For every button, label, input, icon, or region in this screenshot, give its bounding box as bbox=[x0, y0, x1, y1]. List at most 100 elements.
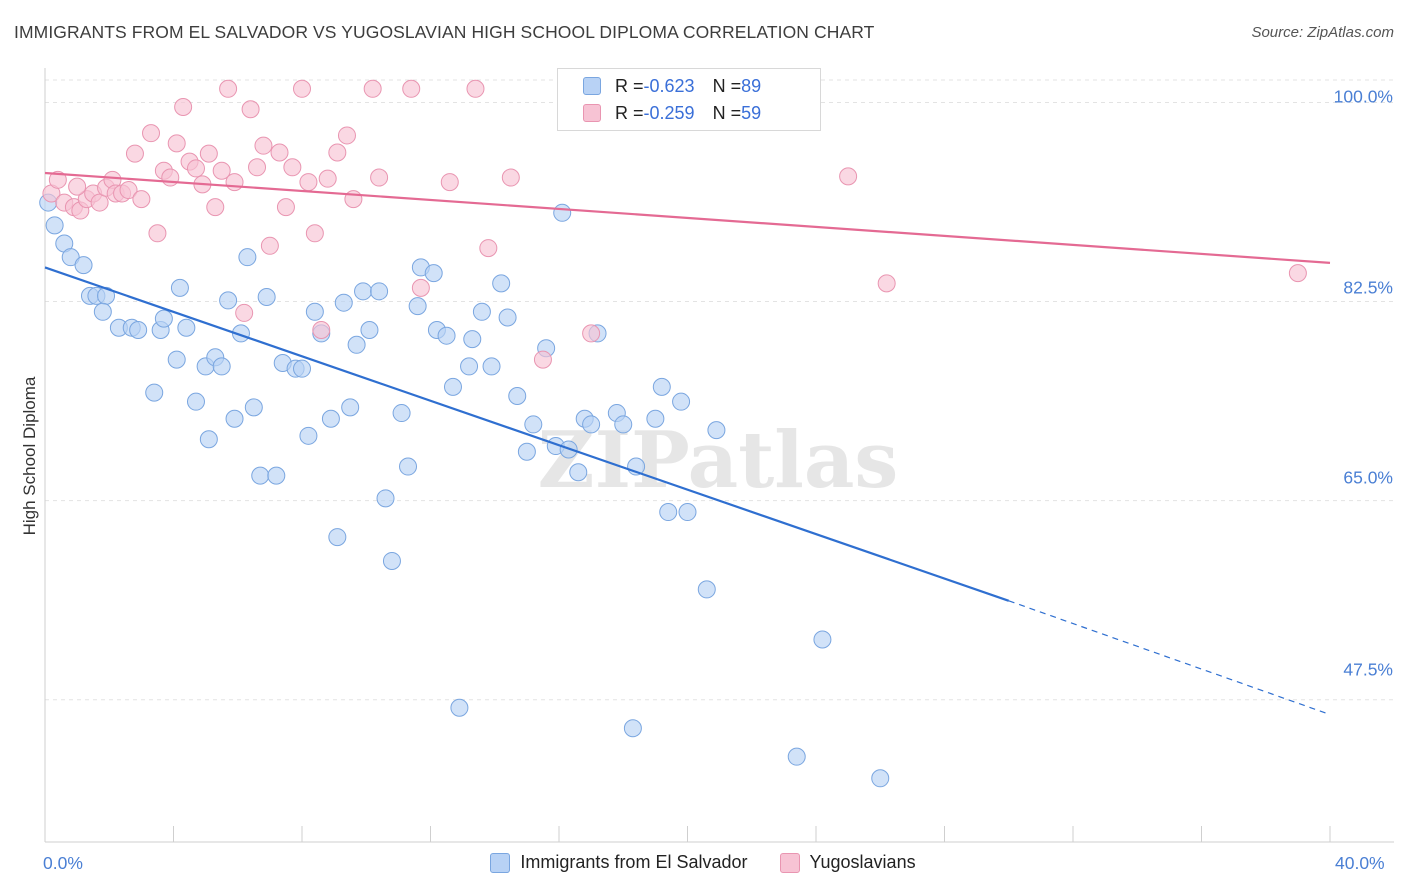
yugoslavian-point bbox=[254, 136, 273, 155]
chart-title: IMMIGRANTS FROM EL SALVADOR VS YUGOSLAVI… bbox=[14, 22, 875, 42]
legend-item-label: Immigrants from El Salvador bbox=[520, 852, 748, 872]
yugoslavian-point bbox=[142, 124, 161, 143]
el-salvador-point bbox=[408, 297, 427, 316]
yugoslavian-point bbox=[125, 144, 144, 163]
el-salvador-point bbox=[813, 630, 832, 649]
el-salvador-point bbox=[678, 503, 697, 522]
el-salvador-point bbox=[238, 248, 257, 267]
yugoslavian-point bbox=[161, 168, 180, 187]
yugoslavian-point bbox=[411, 278, 430, 297]
y-tick-label-47-5: 47.5% bbox=[1343, 659, 1393, 680]
el-salvador-point bbox=[341, 398, 360, 417]
y-tick-label-100: 100.0% bbox=[1333, 86, 1393, 107]
legend-item-yugoslavians[interactable]: Yugoslavians bbox=[779, 852, 916, 873]
yugoslavian-point bbox=[299, 173, 318, 192]
el-salvador-point bbox=[257, 288, 276, 307]
el-salvador-point bbox=[382, 551, 401, 570]
legend-row-yugoslavians: R = -0.259 N = 59 bbox=[583, 101, 761, 125]
el-salvador-point bbox=[472, 302, 491, 321]
yugoslavian-point bbox=[1288, 264, 1307, 283]
yugoslavian-point bbox=[225, 173, 244, 192]
el-salvador-point bbox=[370, 282, 389, 301]
legend-r-label: R = bbox=[615, 75, 644, 96]
y-tick-label-82-5: 82.5% bbox=[1343, 277, 1393, 298]
series-legend: Immigrants from El Salvador Yugoslavians bbox=[0, 852, 1406, 873]
el-salvador-point bbox=[460, 357, 479, 376]
yugoslavian-point bbox=[174, 97, 193, 116]
el-salvador-point bbox=[334, 293, 353, 312]
yugoslavian-point bbox=[167, 134, 186, 153]
yugoslavian-point bbox=[132, 190, 151, 209]
legend-n-label: N = bbox=[712, 75, 742, 96]
el-salvador-point bbox=[508, 386, 527, 405]
el-salvador-point bbox=[787, 747, 806, 766]
el-salvador-point bbox=[659, 503, 678, 522]
el-salvador-point bbox=[652, 377, 671, 396]
el-salvador-point bbox=[225, 409, 244, 428]
legend-row-el-salvador: R = -0.623 N = 89 bbox=[583, 74, 761, 98]
legend-r-value: -0.259 bbox=[643, 102, 695, 123]
yugoslavian-point bbox=[276, 198, 295, 217]
el-salvador-point bbox=[360, 321, 379, 339]
el-salvador-point bbox=[450, 698, 469, 717]
source-label: Source: ZipAtlas.com bbox=[1251, 24, 1394, 41]
legend-n-value: 59 bbox=[741, 102, 762, 123]
el-salvador-point bbox=[299, 426, 318, 445]
el-salvador-point bbox=[392, 404, 411, 423]
el-salvador-point bbox=[145, 383, 164, 402]
yugoslavian-point bbox=[186, 159, 205, 178]
el-salvador-point bbox=[45, 216, 64, 235]
el-salvador-point bbox=[305, 302, 324, 321]
el-salvador-point bbox=[167, 350, 186, 369]
yugoslavian-point bbox=[235, 303, 254, 322]
el-salvador-point bbox=[399, 457, 418, 476]
el-salvador-point bbox=[154, 309, 173, 328]
yugoslavian-point bbox=[582, 324, 601, 343]
yugoslavian-point bbox=[48, 170, 67, 189]
pink-swatch-icon bbox=[779, 852, 800, 873]
el-salvador-point bbox=[582, 415, 601, 434]
el-salvador-point bbox=[328, 528, 347, 547]
el-salvador-point bbox=[569, 463, 588, 482]
yugoslavian-point bbox=[68, 177, 87, 196]
yugoslavian-point bbox=[839, 167, 858, 186]
el-salvador-point bbox=[443, 377, 462, 396]
el-salvador-point bbox=[74, 256, 93, 275]
el-salvador-point bbox=[463, 330, 482, 349]
legend-item-el-salvador[interactable]: Immigrants from El Salvador bbox=[490, 852, 748, 873]
el-salvador-point bbox=[517, 442, 536, 461]
el-salvador-point bbox=[614, 415, 633, 434]
el-salvador-trend-line bbox=[44, 266, 1010, 602]
yugoslavian-point bbox=[370, 168, 389, 187]
el-salvador-point bbox=[376, 489, 395, 508]
x-tick-label-0: 0.0% bbox=[43, 853, 83, 873]
yugoslavian-point bbox=[318, 169, 337, 188]
el-salvador-point bbox=[129, 321, 148, 339]
y-axis-label: High School Diploma bbox=[20, 376, 39, 536]
yugoslavian-point bbox=[260, 236, 279, 255]
yugoslavian-point bbox=[466, 79, 485, 98]
yugoslavian-point bbox=[479, 239, 498, 258]
el-salvador-point bbox=[871, 769, 890, 788]
el-salvador-point bbox=[623, 719, 642, 738]
legend-r-value: -0.623 bbox=[643, 75, 695, 96]
y-tick-label-65: 65.0% bbox=[1343, 467, 1393, 488]
yugoslavian-point bbox=[293, 79, 311, 98]
el-salvador-point bbox=[424, 264, 443, 283]
yugoslavian-point bbox=[148, 224, 167, 243]
yugoslavian-point bbox=[119, 181, 138, 200]
yugoslavian-point bbox=[241, 100, 260, 119]
yugoslavian-point bbox=[337, 126, 356, 145]
blue-swatch-icon bbox=[490, 852, 511, 873]
el-salvador-point bbox=[697, 580, 716, 599]
el-salvador-point bbox=[267, 466, 286, 485]
yugoslavian-point bbox=[363, 79, 382, 98]
yugoslavian-point bbox=[305, 224, 324, 243]
yugoslavian-point bbox=[533, 350, 552, 369]
el-salvador-point bbox=[93, 302, 112, 321]
x-tick-label-40: 40.0% bbox=[1335, 853, 1385, 873]
blue-swatch-icon bbox=[583, 77, 601, 95]
legend-n-label: N = bbox=[712, 102, 742, 123]
el-salvador-point bbox=[177, 318, 196, 337]
